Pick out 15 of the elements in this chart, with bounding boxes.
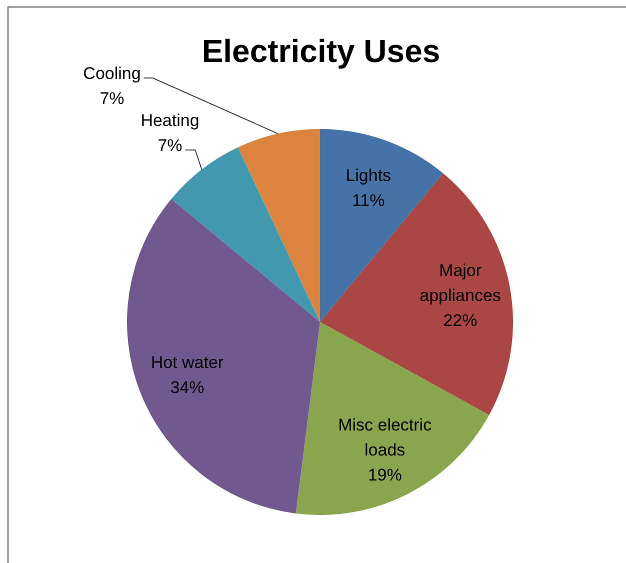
slice-label: Lights [346,166,392,186]
data-label: 19% [368,465,402,484]
slice-label: Cooling [83,64,141,83]
data-label: 34% [170,378,204,398]
chart-title: Electricity Uses [202,33,440,69]
data-label: 7% [158,136,182,155]
data-label: 11% [352,191,385,210]
slice-label: Hot water [150,353,224,372]
pie-slice [127,198,320,514]
slice-label: Misc electric loads [338,415,432,460]
data-label: 7% [100,89,124,108]
pie-slice [238,129,320,322]
data-label: 22% [443,311,478,330]
slice-label: Heating [140,111,200,130]
slice-label: Major appliances [420,261,501,306]
